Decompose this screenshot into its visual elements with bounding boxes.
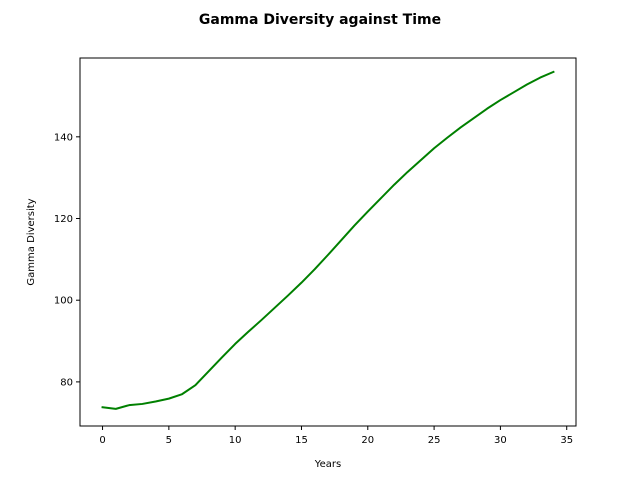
chart-title: Gamma Diversity against Time (199, 12, 441, 28)
y-tick-label: 140 (54, 132, 73, 143)
y-tick-label: 100 (54, 296, 73, 307)
x-tick-label: 35 (560, 435, 573, 446)
x-tick-label: 15 (295, 435, 308, 446)
ticks-layer: 0 5 10 15 20 25 30 35 80 100 120 140 (54, 132, 573, 446)
y-axis-label: Gamma Diversity (26, 198, 37, 285)
x-tick-label: 10 (229, 435, 242, 446)
y-tick-label: 120 (54, 214, 73, 225)
y-tick-label: 80 (60, 377, 73, 388)
x-tick-label: 0 (99, 435, 105, 446)
plot-layer (101, 70, 555, 410)
plot-frame (79, 57, 577, 427)
x-tick-label: 5 (166, 435, 172, 446)
x-axis-label: Years (314, 459, 341, 470)
x-tick-label: 20 (361, 435, 374, 446)
x-tick-label: 25 (428, 435, 441, 446)
series-line (101, 70, 555, 410)
x-tick-label: 30 (494, 435, 507, 446)
